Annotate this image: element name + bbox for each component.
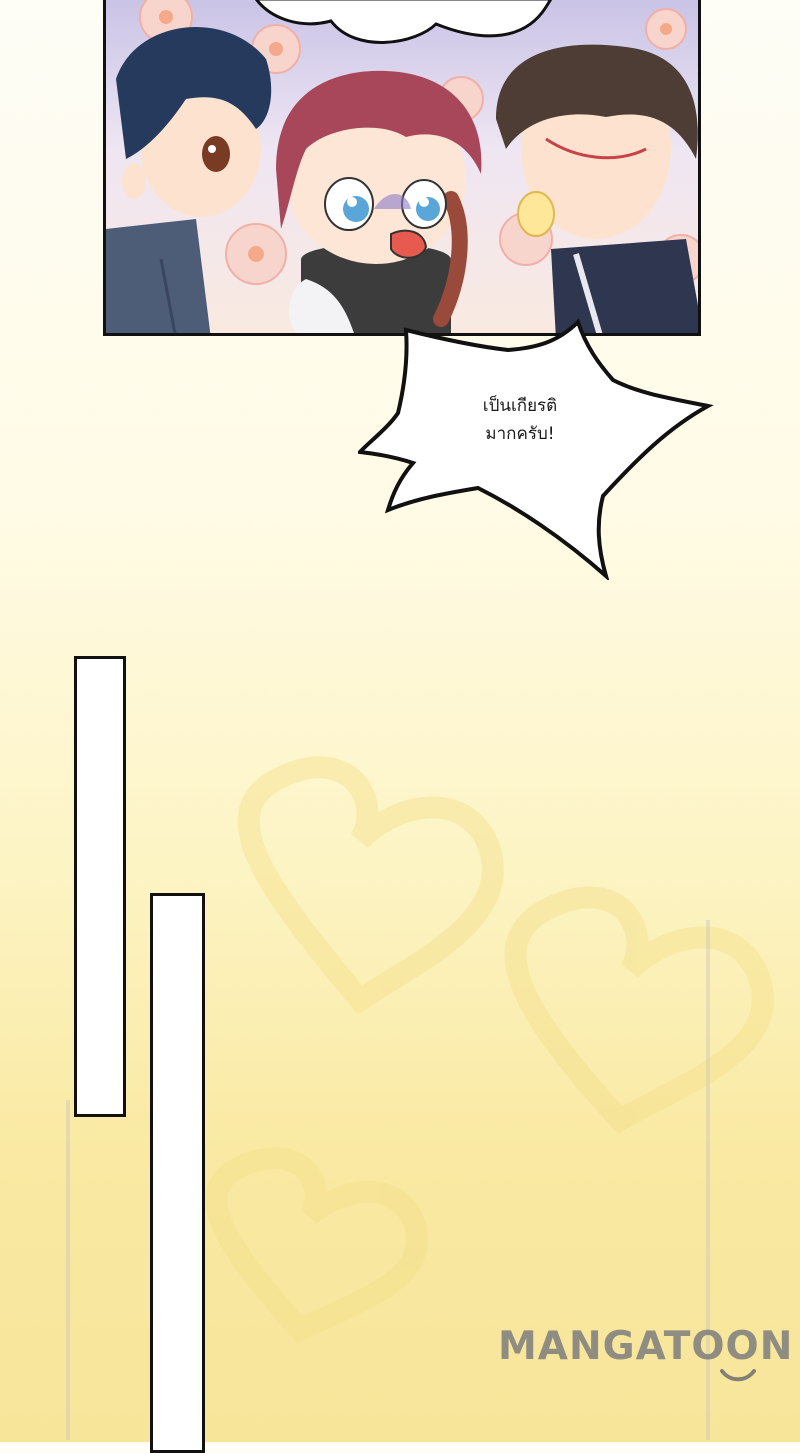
light-streak [706, 920, 710, 1440]
mangatoon-watermark: MANGATOON [498, 1324, 800, 1394]
speech-line-2: มากครับ! [485, 424, 555, 444]
smile-icon [720, 1369, 756, 1382]
right-vertical-panel [150, 893, 205, 1453]
light-streak [66, 1100, 70, 1440]
left-vertical-panel [74, 656, 126, 1117]
speech-line-1: เป็นเกียรติ [482, 396, 558, 416]
watermark-text: MANGATOON [498, 1324, 794, 1369]
speech-text: เป็นเกียรติ มากครับ! [450, 392, 590, 448]
dark-haired-boy [106, 26, 272, 333]
comic-panel [103, 0, 701, 336]
red-haired-girl [276, 70, 482, 333]
speech-bubble [358, 318, 714, 580]
brown-haired-boy [496, 44, 698, 333]
